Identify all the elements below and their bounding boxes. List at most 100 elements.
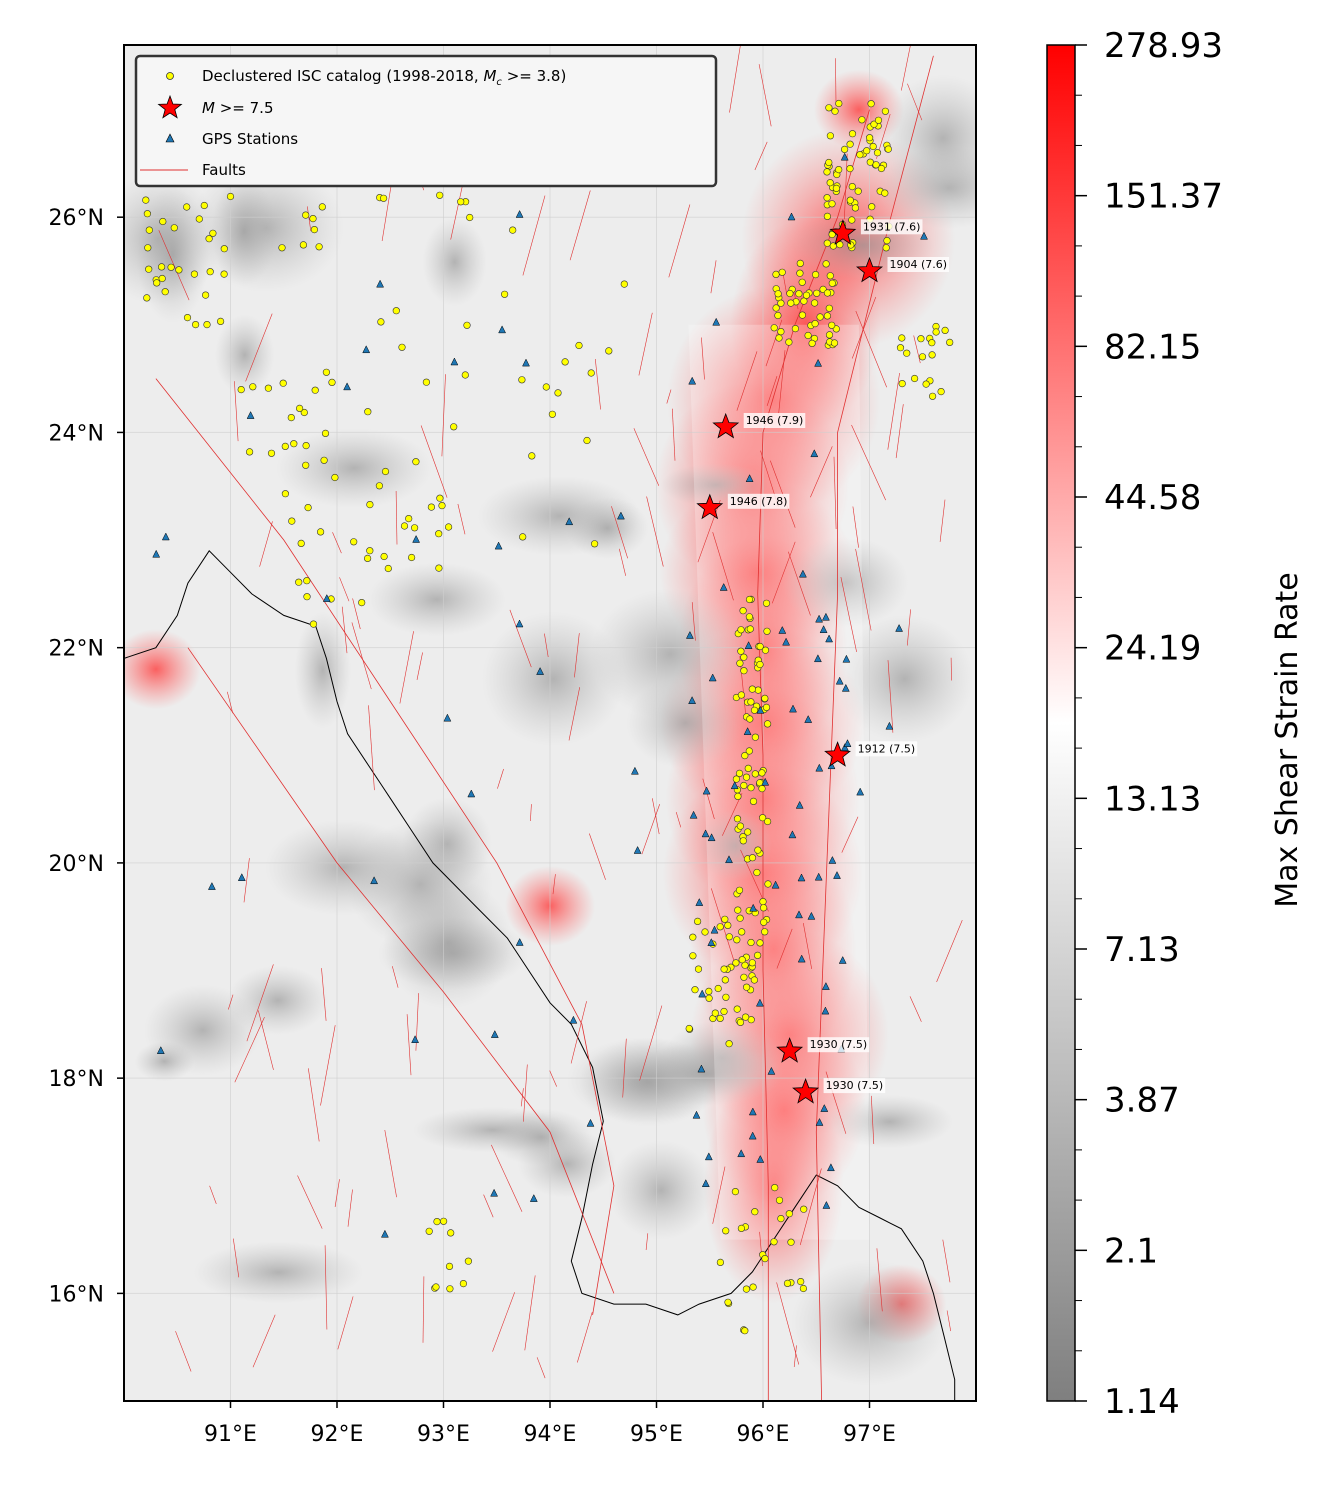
fault-line bbox=[570, 1001, 587, 1064]
strain-low-region bbox=[626, 677, 744, 769]
catalog-event bbox=[808, 339, 816, 348]
strain-low-region bbox=[136, 186, 210, 324]
catalog-event bbox=[798, 311, 807, 319]
catalog-event bbox=[202, 291, 210, 299]
catalog-event bbox=[758, 769, 766, 777]
fault-line bbox=[835, 58, 837, 104]
catalog-event bbox=[158, 274, 166, 283]
catalog-event bbox=[587, 369, 595, 377]
fault-line bbox=[907, 609, 911, 646]
fault-line bbox=[492, 1292, 515, 1352]
coastline bbox=[124, 550, 956, 1401]
catalog-event bbox=[937, 388, 945, 396]
catalog-event bbox=[358, 598, 366, 607]
fault-line bbox=[308, 1068, 320, 1142]
strain-low-region bbox=[265, 819, 422, 916]
earthquake-label-bg bbox=[860, 219, 923, 235]
catalog-event bbox=[748, 854, 757, 862]
fault-line bbox=[384, 1129, 397, 1198]
catalog-event bbox=[785, 338, 793, 346]
legend-gps-marker bbox=[165, 133, 175, 143]
gps-station bbox=[810, 449, 819, 458]
gps-station bbox=[467, 789, 476, 798]
gps-station bbox=[569, 1015, 578, 1024]
gps-station bbox=[719, 582, 728, 591]
gps-station bbox=[370, 876, 379, 885]
fault-line bbox=[341, 606, 348, 654]
catalog-event bbox=[447, 1229, 455, 1237]
legend-fault-label: Faults bbox=[202, 161, 246, 179]
catalog-event bbox=[733, 815, 742, 823]
fault-line bbox=[712, 1166, 726, 1224]
earthquake-label: 1904 (7.6) bbox=[890, 258, 948, 271]
gps-station bbox=[745, 474, 754, 482]
earthquake-label-bg bbox=[823, 1078, 886, 1094]
catalog-event bbox=[753, 868, 761, 877]
catalog-event bbox=[756, 642, 764, 651]
fault-line bbox=[766, 376, 778, 406]
gps-station bbox=[815, 763, 824, 772]
catalog-event bbox=[896, 344, 905, 352]
catalog-event bbox=[200, 201, 208, 210]
earthquake-star bbox=[696, 493, 724, 520]
catalog-event bbox=[761, 694, 769, 703]
y-tick-label: 16°N bbox=[49, 1282, 104, 1307]
catalog-event bbox=[882, 244, 890, 252]
catalog-event bbox=[731, 1187, 740, 1196]
catalog-event bbox=[749, 1283, 757, 1291]
catalog-event bbox=[689, 952, 697, 960]
catalog-event bbox=[825, 304, 833, 312]
catalog-event bbox=[742, 1285, 751, 1293]
strain-low-region bbox=[422, 217, 487, 307]
catalog-event bbox=[145, 226, 153, 234]
gps-station bbox=[748, 1107, 757, 1116]
gps-station bbox=[701, 1179, 710, 1187]
fault-line bbox=[855, 310, 887, 388]
fault-line bbox=[739, 656, 747, 720]
catalog-event bbox=[775, 1196, 784, 1204]
catalog-event bbox=[689, 933, 697, 941]
fault-line bbox=[522, 195, 546, 276]
gps-station bbox=[586, 1118, 595, 1127]
catalog-event bbox=[869, 142, 877, 151]
earthquake-label: 1931 (7.6) bbox=[863, 220, 921, 233]
catalog-event bbox=[736, 822, 745, 830]
catalog-event bbox=[705, 994, 713, 1002]
catalog-event bbox=[299, 241, 308, 249]
y-tick-label: 26°N bbox=[49, 206, 104, 231]
catalog-event bbox=[822, 260, 830, 268]
catalog-event bbox=[762, 703, 771, 712]
fault-line bbox=[457, 503, 466, 535]
fault-line bbox=[509, 609, 532, 668]
x-axis: 91°E 92°E 93°E 94°E 95°E 96°E 97°E bbox=[204, 1401, 896, 1447]
catalog-event bbox=[311, 386, 319, 394]
fault-line bbox=[321, 968, 327, 1021]
gps-station bbox=[708, 673, 717, 682]
catalog-event bbox=[804, 331, 812, 340]
gps-station bbox=[840, 152, 849, 161]
fault-line bbox=[666, 389, 672, 404]
fault-lines bbox=[155, 45, 963, 1401]
catalog-event bbox=[206, 268, 214, 276]
catalog-event bbox=[903, 349, 911, 357]
catalog-event bbox=[733, 936, 741, 944]
catalog-event bbox=[848, 216, 856, 224]
catalog-event bbox=[175, 266, 183, 274]
catalog-event bbox=[742, 773, 751, 781]
catalog-event bbox=[883, 237, 891, 245]
catalog-event bbox=[928, 339, 936, 347]
fault-line bbox=[793, 1345, 797, 1368]
gps-station bbox=[443, 713, 452, 722]
catalog-event bbox=[384, 564, 392, 573]
gps-station bbox=[689, 810, 698, 819]
catalog-event bbox=[733, 1005, 741, 1013]
catalog-event bbox=[777, 299, 785, 307]
fault-line bbox=[936, 919, 963, 983]
fault-line bbox=[406, 1014, 412, 1076]
fault-line bbox=[246, 964, 274, 1042]
gps-station bbox=[821, 982, 830, 990]
catalog-event bbox=[716, 1014, 724, 1023]
catalog-event bbox=[279, 379, 287, 387]
catalog-event bbox=[758, 814, 767, 822]
catalog-event bbox=[898, 380, 906, 388]
